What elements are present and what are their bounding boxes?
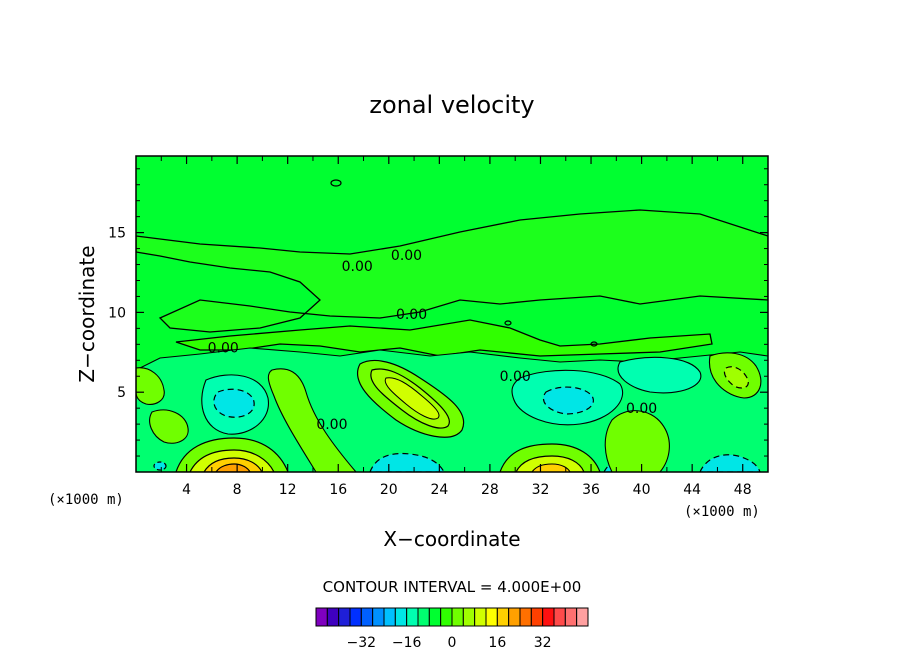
colorbar-swatch — [326, 607, 340, 627]
contour-label: 0.00 — [396, 307, 427, 323]
contour-label: 0.00 — [626, 401, 657, 417]
x-tick-label: 28 — [481, 482, 499, 498]
contour-region — [136, 209, 768, 333]
chart-title: zonal velocity — [369, 91, 534, 119]
x-tick-label: 16 — [329, 482, 347, 498]
y-tick-label: 15 — [108, 226, 126, 242]
colorbar-swatch — [451, 607, 464, 627]
y-axis-label: Z−coordinate — [75, 245, 99, 382]
y-axis: 5 10 15 — [108, 168, 768, 457]
contour-label: 0.00 — [391, 248, 422, 264]
colorbar-swatch — [394, 607, 408, 627]
contour-region — [590, 341, 598, 347]
colorbar-swatch — [372, 607, 385, 627]
contour-region — [531, 463, 571, 472]
contour-region — [215, 463, 251, 472]
contour-region — [213, 388, 255, 418]
x-tick-label: 8 — [233, 482, 242, 498]
contour-region — [504, 320, 512, 326]
contour-region — [604, 410, 670, 472]
contour-region — [542, 386, 594, 415]
colorbar-tick-label: −16 — [392, 635, 422, 651]
contour-label: 0.00 — [316, 417, 347, 433]
colorbar-swatch — [338, 607, 351, 627]
x-tick-label: 4 — [182, 482, 191, 498]
colorbar-swatch — [519, 607, 532, 627]
colorbar-swatch — [462, 607, 476, 627]
colorbar-swatch — [496, 607, 510, 627]
colorbar-swatch — [576, 607, 589, 627]
contour-region — [384, 377, 440, 420]
contour-region — [617, 356, 702, 394]
x-tick-label: 40 — [633, 482, 651, 498]
contour-region — [136, 367, 165, 405]
colorbar-swatch — [315, 607, 328, 627]
contour-label: 0.00 — [208, 341, 239, 357]
contour-region — [723, 366, 749, 389]
plot-area: 0.00 0.00 0.00 0.00 0.00 0.00 0.00 — [136, 156, 768, 472]
x-axis-label: X−coordinate — [383, 527, 520, 551]
colorbar-swatch — [349, 607, 362, 627]
colorbar-tick-label: 32 — [534, 635, 552, 651]
contour-region — [153, 461, 167, 471]
x-tick-label: 12 — [279, 482, 297, 498]
contour-interval-text: CONTOUR INTERVAL = 4.000E+00 — [323, 578, 582, 596]
contour-region — [267, 368, 357, 472]
colorbar-swatch — [406, 607, 419, 627]
colorbar-tick-label: 16 — [488, 635, 506, 651]
colorbar-swatch — [508, 607, 521, 627]
x-unit-right: (×1000 m) — [684, 504, 760, 520]
colorbar-swatch — [564, 607, 578, 627]
y-tick-label: 10 — [108, 305, 126, 321]
x-tick-label: 36 — [582, 482, 600, 498]
x-tick-label: 20 — [380, 482, 398, 498]
colorbar-swatch — [542, 607, 555, 627]
contour-region — [175, 319, 713, 357]
colorbar-tick-label: −32 — [347, 635, 377, 651]
colorbar-swatch — [530, 607, 544, 627]
contour-label: 0.00 — [500, 369, 531, 385]
colorbar-swatch — [383, 607, 396, 627]
colorbar-swatch — [485, 607, 498, 627]
x-tick-label: 24 — [430, 482, 448, 498]
plot-frame — [135, 155, 769, 473]
colorbar-swatch — [360, 607, 374, 627]
colorbar-swatch — [553, 607, 566, 627]
contour-label: 0.00 — [342, 259, 373, 275]
x-tick-label: 48 — [734, 482, 752, 498]
x-tick-label: 32 — [532, 482, 550, 498]
colorbar-swatch — [440, 607, 453, 627]
colorbar-tick-label: 0 — [448, 635, 457, 651]
colorbar-swatch — [428, 607, 442, 627]
contour-region — [149, 409, 189, 444]
colorbar-swatch — [417, 607, 430, 627]
y-tick-label: 5 — [117, 385, 126, 401]
colorbar-ticks: −32 −16 0 16 32 — [347, 635, 552, 651]
x-axis: 4 8 12 16 20 24 28 32 36 40 44 48 — [160, 156, 752, 498]
contour-labels: 0.00 0.00 0.00 0.00 0.00 0.00 0.00 — [208, 248, 658, 433]
contour-region — [699, 454, 761, 472]
x-tick-label: 44 — [683, 482, 701, 498]
colorbar-swatch — [474, 607, 487, 627]
colorbar — [315, 607, 589, 627]
x-unit-left: (×1000 m) — [48, 492, 124, 508]
contour-region — [330, 179, 342, 187]
